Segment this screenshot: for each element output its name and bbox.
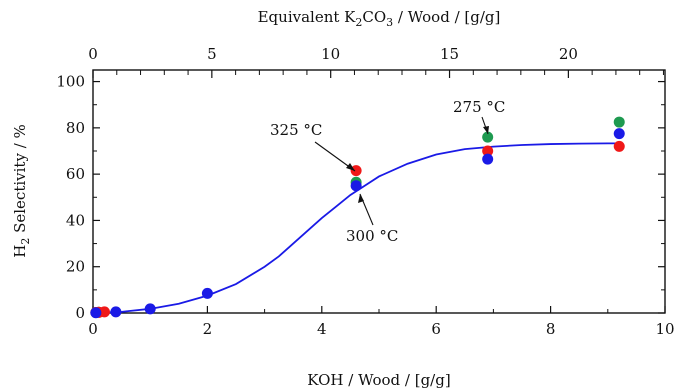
x-tick-label: 6 — [431, 320, 441, 338]
point-series-2 — [110, 306, 122, 318]
y-tick-label: 0 — [75, 304, 85, 322]
x-tick-label: 8 — [546, 320, 556, 338]
annotation-325: 325 °C — [270, 121, 322, 139]
y-axis-label: H2 Selectivity / % — [11, 124, 32, 258]
top-tick-label: 10 — [321, 45, 340, 63]
point-series-2 — [201, 287, 213, 299]
top-tick-label: 15 — [440, 45, 459, 63]
left-axis-ticks: 0 20 40 60 80 100 — [56, 73, 665, 322]
point-series-0 — [482, 131, 494, 143]
top-axis-label: Equivalent K2CO3 / Wood / [g/g] — [258, 8, 501, 29]
annotation-300: 300 °C — [346, 227, 398, 245]
point-series-2 — [613, 128, 625, 140]
point-series-1 — [613, 140, 625, 152]
point-series-1 — [98, 306, 110, 318]
point-series-2 — [350, 180, 362, 192]
plot-area — [92, 69, 666, 314]
x-tick-label: 0 — [88, 320, 98, 338]
point-series-2 — [90, 307, 102, 319]
point-series-0 — [613, 116, 625, 128]
y-tick-label: 40 — [66, 211, 85, 229]
annotations: 325 °C 275 °C 300 °C — [270, 98, 505, 245]
annotation-325-arrowhead — [346, 163, 355, 171]
point-series-1 — [350, 165, 362, 177]
y-tick-label: 100 — [56, 73, 85, 91]
top-tick-label: 20 — [559, 45, 578, 63]
x-axis-label: KOH / Wood / [g/g] — [307, 371, 450, 389]
top-axis-ticks: 0 5 10 15 20 — [88, 45, 664, 78]
x-tick-label: 2 — [203, 320, 213, 338]
data-points — [90, 116, 625, 319]
annotation-300-arrowhead — [358, 194, 364, 203]
bottom-axis-ticks: 0 2 4 6 8 10 — [88, 306, 675, 338]
top-tick-label: 0 — [88, 45, 98, 63]
y-tick-label: 60 — [66, 165, 85, 183]
annotation-275-arrowhead — [483, 126, 489, 134]
x-tick-label: 4 — [317, 320, 327, 338]
point-series-2 — [482, 153, 494, 165]
top-tick-label: 5 — [207, 45, 217, 63]
x-tick-label: 10 — [655, 320, 674, 338]
point-series-2 — [144, 303, 156, 315]
annotation-275: 275 °C — [453, 98, 505, 116]
fit-curve — [92, 142, 620, 314]
point-series-1 — [482, 145, 494, 157]
y-tick-label: 20 — [66, 258, 85, 276]
y-tick-label: 80 — [66, 119, 85, 137]
